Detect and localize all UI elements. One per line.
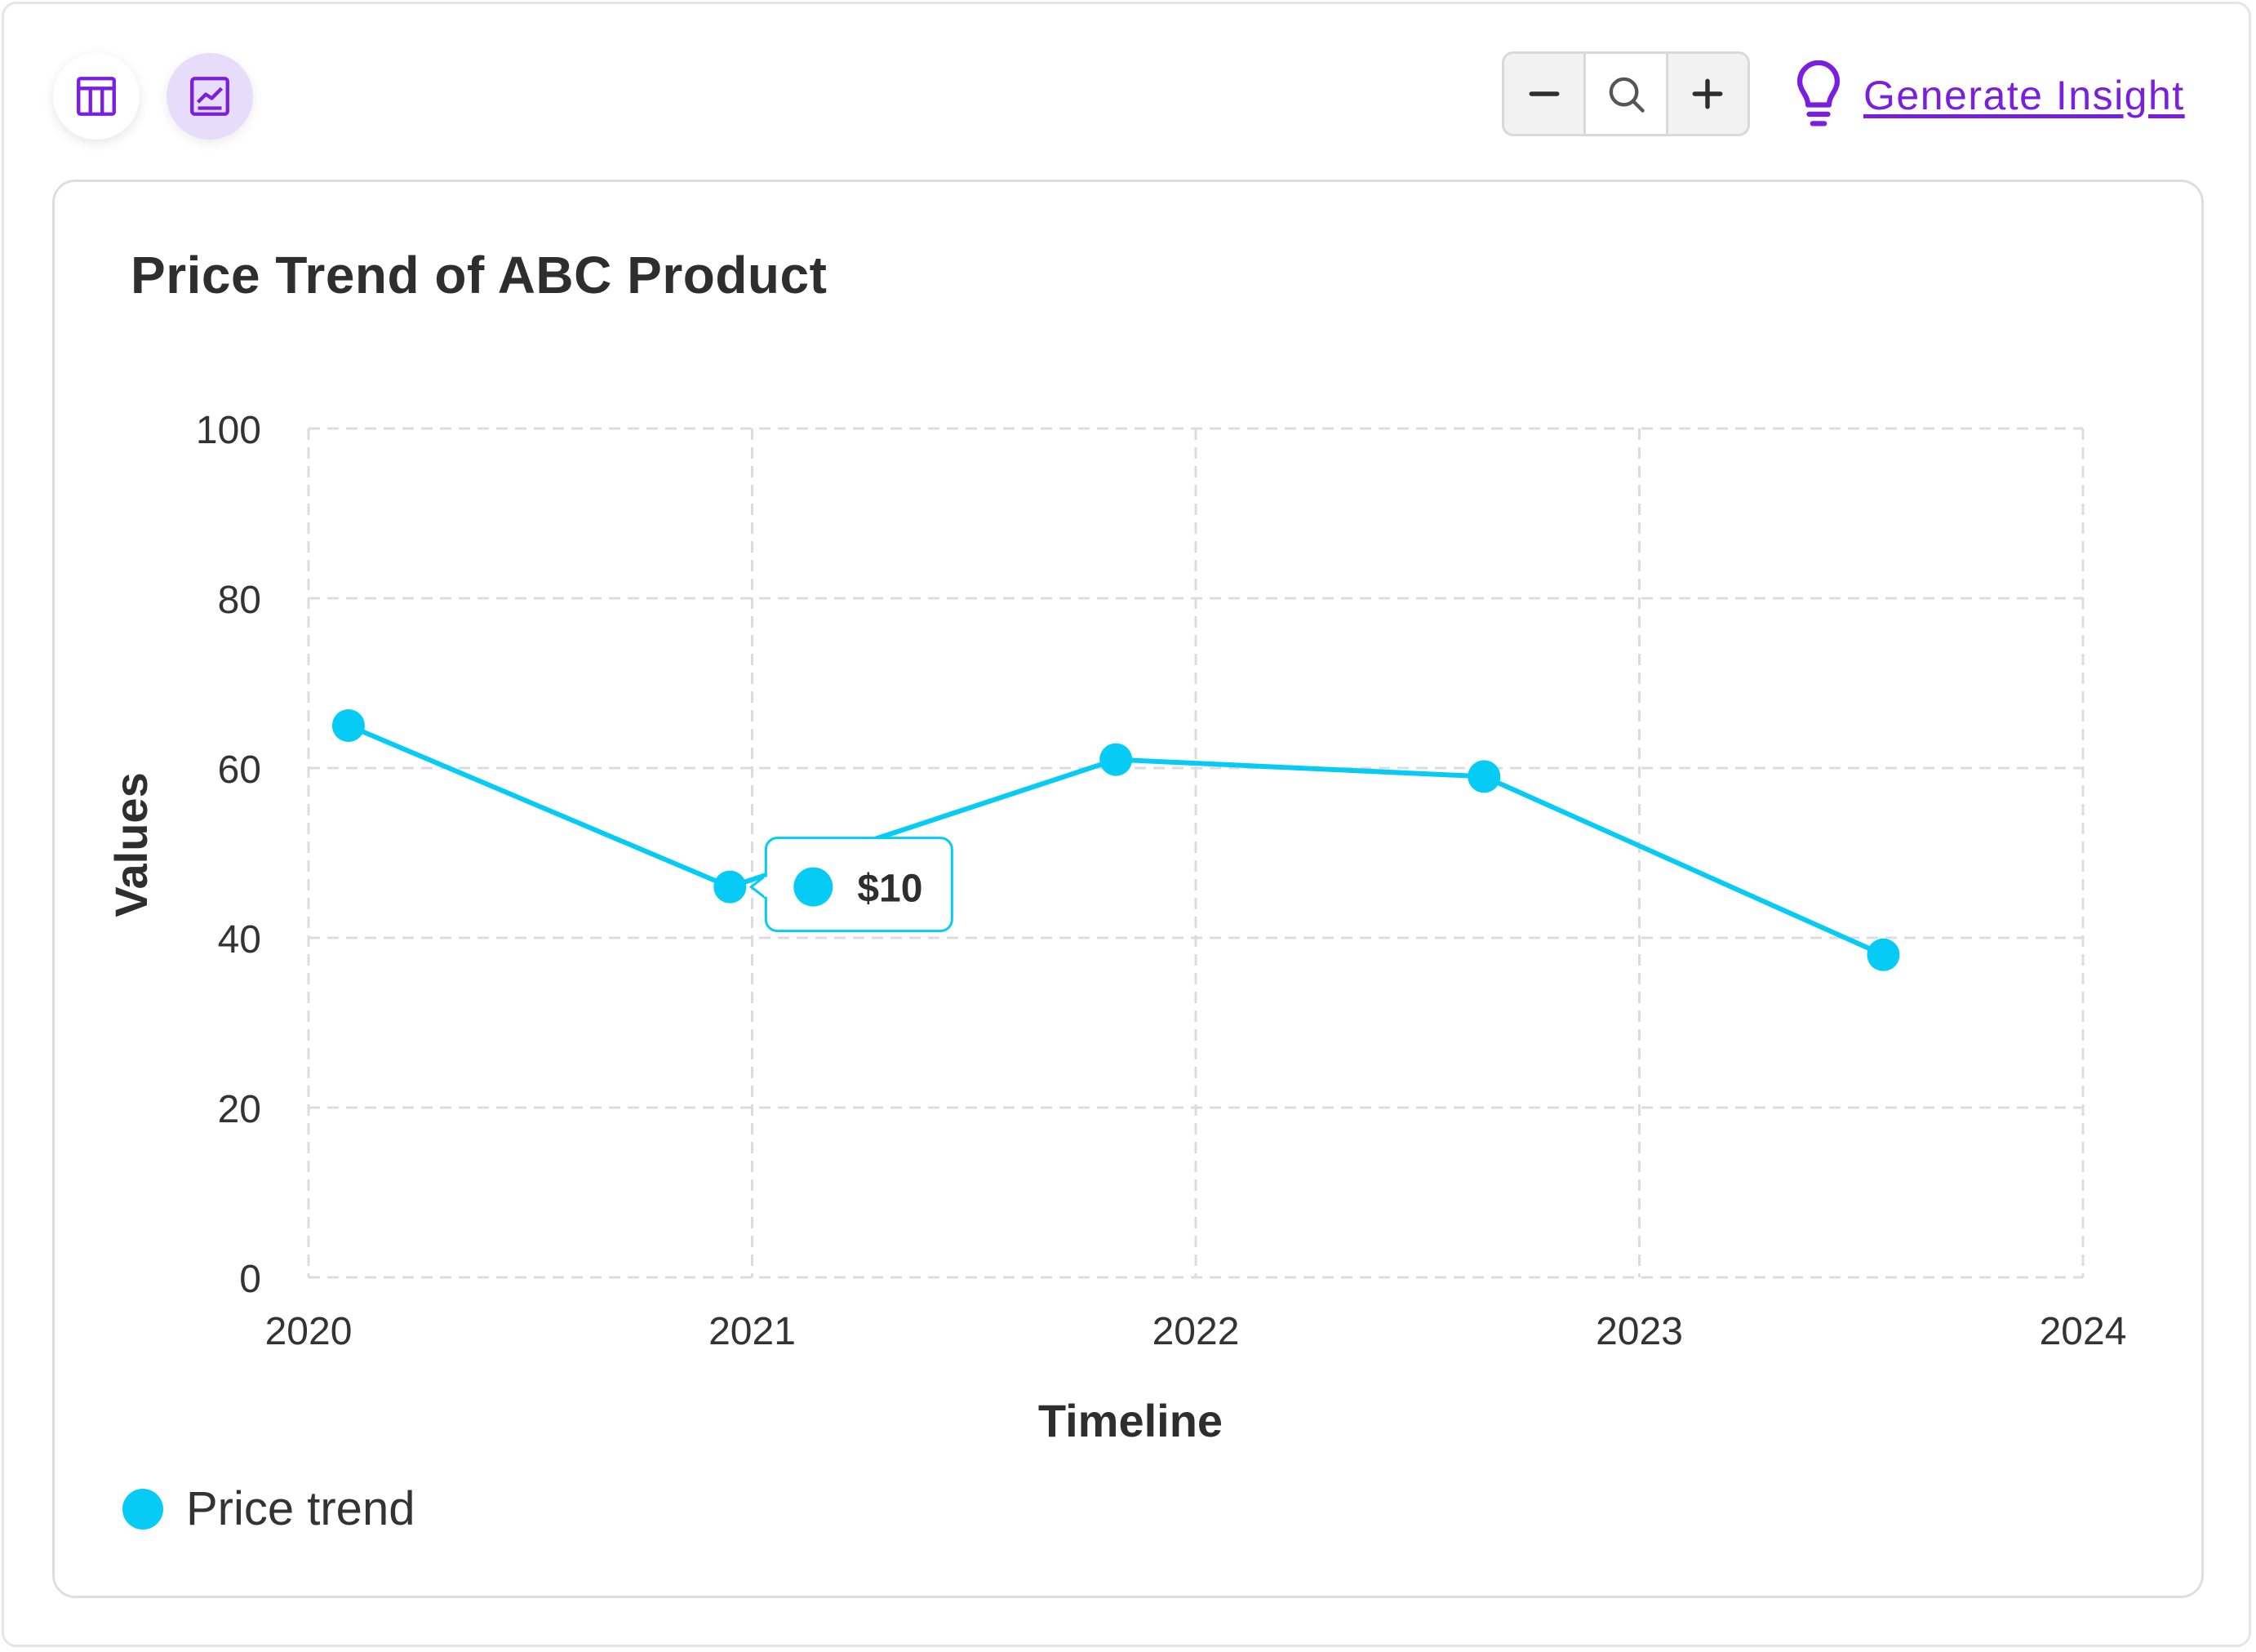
chart-title: Price Trend of ABC Product bbox=[131, 246, 828, 304]
x-tick-label: 2022 bbox=[1152, 1310, 1240, 1353]
y-tick-label: 100 bbox=[196, 409, 261, 452]
y-tick-label: 40 bbox=[218, 918, 261, 961]
legend-marker bbox=[122, 1488, 163, 1530]
zoom-control bbox=[1502, 51, 1750, 136]
zoom-in-button[interactable] bbox=[1665, 54, 1748, 134]
data-point bbox=[331, 709, 365, 742]
tooltip-marker bbox=[793, 867, 833, 907]
data-point bbox=[1867, 938, 1900, 971]
chart-card bbox=[52, 180, 2204, 1598]
tooltip-gap bbox=[764, 877, 770, 897]
legend-label[interactable]: Price trend bbox=[186, 1482, 415, 1535]
y-axis-title: Values bbox=[105, 772, 157, 917]
tooltip-pointer bbox=[748, 874, 767, 899]
table-icon bbox=[77, 77, 116, 116]
y-tick-label: 80 bbox=[218, 579, 261, 622]
lightbulb-icon bbox=[1796, 60, 1841, 127]
x-tick-label: 2024 bbox=[2040, 1310, 2127, 1353]
x-tick-label: 2021 bbox=[708, 1310, 796, 1353]
data-point bbox=[1099, 743, 1133, 776]
x-axis-title: Timeline bbox=[1038, 1395, 1223, 1446]
tooltip: $10 bbox=[748, 837, 953, 933]
chart-view-button[interactable] bbox=[167, 53, 253, 140]
search-icon bbox=[1609, 77, 1645, 113]
y-tick-label: 60 bbox=[218, 748, 261, 792]
zoom-out-button[interactable] bbox=[1504, 54, 1583, 134]
data-point bbox=[713, 870, 747, 904]
data-point bbox=[1468, 760, 1501, 793]
y-tick-label: 20 bbox=[218, 1088, 261, 1131]
x-tick-label: 2020 bbox=[265, 1310, 353, 1353]
y-tick-label: 0 bbox=[239, 1258, 261, 1301]
plus-icon bbox=[1692, 78, 1723, 109]
line-chart-icon bbox=[190, 77, 229, 116]
generate-insight-link[interactable]: Generate Insight bbox=[1792, 59, 2185, 132]
minus-icon bbox=[1529, 91, 1560, 96]
chart-legend: Price trend bbox=[122, 1481, 415, 1536]
x-tick-label: 2023 bbox=[1596, 1310, 1683, 1353]
tooltip-value: $10 bbox=[857, 868, 922, 911]
zoom-reset-button[interactable] bbox=[1583, 54, 1666, 134]
table-view-button[interactable] bbox=[53, 53, 140, 140]
generate-insight-label: Generate Insight bbox=[1863, 73, 2185, 118]
